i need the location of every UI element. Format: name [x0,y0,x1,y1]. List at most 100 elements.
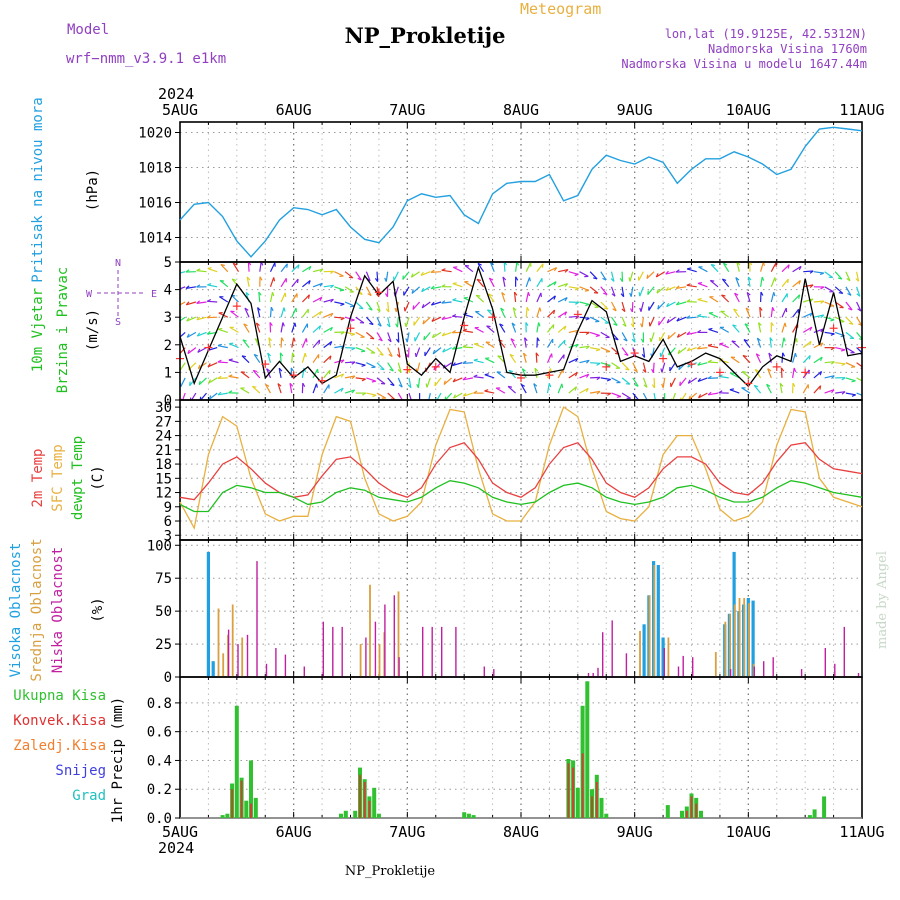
wind-arrow-head [774,277,777,282]
wind-arrow [721,278,730,288]
wind-arrow-head [574,372,578,377]
wind-arrow-head [808,355,811,360]
wind-arrow-head [686,347,691,352]
low-cloud-bar [834,663,836,677]
wind-arrow-head [524,337,528,342]
low-cloud-bar [483,666,485,677]
temperature-ytick-label: 27 [155,414,172,430]
wind-arrow-head [606,378,611,382]
wind-arrow [568,271,579,275]
wind-arrow [366,392,377,396]
wind-arrow [396,317,399,328]
wind-arrow-head [677,349,681,354]
wind-arrow [621,316,627,327]
wind-arrow [770,292,775,303]
wind-arrow-head [315,383,318,388]
convective-precip-bar [581,753,584,818]
wind-arrow [677,331,687,338]
wind-arrow [452,315,463,318]
wind-arrow [403,286,410,296]
wind-arrow-head [798,294,801,299]
wind-arrow-head [729,388,735,391]
compass-rose: N S W E [86,258,157,328]
wind-arrow [803,270,814,273]
wind-arrow [421,286,431,293]
gust-marker [403,365,412,374]
convective-precip-bar [685,810,688,818]
wind-arrow [568,357,579,364]
wind-arrow [404,301,410,312]
wind-arrow-head [350,305,355,308]
convective-precip-bar [240,780,243,818]
wind-arrow [365,286,372,296]
wind-arrow-head [388,353,393,358]
temp-units: (C) [90,465,106,490]
wind-arrow [486,325,495,333]
wind-arrow-head [410,273,414,278]
wind-arrow [640,301,644,312]
wind-arrow-head [407,384,412,389]
wind-arrow-head [603,307,609,310]
wind-arrow-head [177,319,179,323]
wind-arrow [632,377,639,387]
wind-arrow-head [462,344,467,348]
wind-arrow [366,362,376,368]
wind-arrow-head [206,315,211,319]
x-day-label-top: 6AUG [276,101,312,119]
wind-arrow-head [744,323,749,327]
wind-arrow [760,276,763,287]
wind-arrow [824,271,834,278]
wind-arrow [557,368,564,379]
total-precip-bar [372,787,377,818]
wind-arrow [228,375,239,379]
precip-legend-hail: Grad [72,788,106,804]
wind-arrow [452,347,463,350]
wind-arrow [792,294,801,303]
wind-arrow-head [665,270,669,275]
wind-arrow-head [837,277,843,280]
wind-arrow [589,286,599,294]
wind-arrow [621,332,628,342]
low-cloud-bar [237,644,239,677]
wind-arrow [453,392,463,399]
wind-arrow [656,286,666,294]
temperature-ytick-label: 6 [164,514,172,530]
wind-arrow [291,264,300,273]
wind-arrow-head [520,383,525,387]
total-precip-bar [471,815,476,818]
wind-arrow-head [430,285,435,290]
wind-arrow [611,316,618,326]
wind-arrow-head [243,323,248,327]
header: Model wrf−nmm_v3.9.1 e1km NP_Prokletije … [66,0,890,879]
wind-arrow-head [623,338,628,342]
wind-arrow-head [629,292,632,297]
precip-legend-total: Ukupna Kisa [13,688,106,704]
wind-arrow [242,339,250,348]
wind-arrow [856,271,860,282]
wind-arrow-head [206,298,212,302]
wind-arrow-head [585,331,590,335]
wind-arrow [665,286,676,291]
wind-arrow [824,389,835,394]
wind-arrow-head [441,268,446,271]
gust-marker [261,360,270,369]
gust-marker [829,324,838,333]
wind-arrow-head [501,292,506,296]
wind-arrow-head [851,366,856,368]
wind-arrow-head [707,391,712,396]
wind-arrow-head [185,269,190,273]
wind-arrow-head [178,335,179,339]
wind-arrow [642,392,648,400]
wind-arrow-head [330,284,334,289]
wind-arrow-head [798,266,802,271]
wind-arrow-head [651,384,656,389]
wind-arrow-head [638,292,641,297]
wind-arrow [730,356,740,364]
precip-ytick-label: 0.8 [147,696,172,712]
wind-arrow-head [512,307,517,311]
wind-arrow [676,316,687,322]
wind-arrow-head [625,383,630,385]
wind-arrow [500,307,506,318]
wind-arrow-head [675,301,680,306]
wind-arrow-head [308,280,311,285]
